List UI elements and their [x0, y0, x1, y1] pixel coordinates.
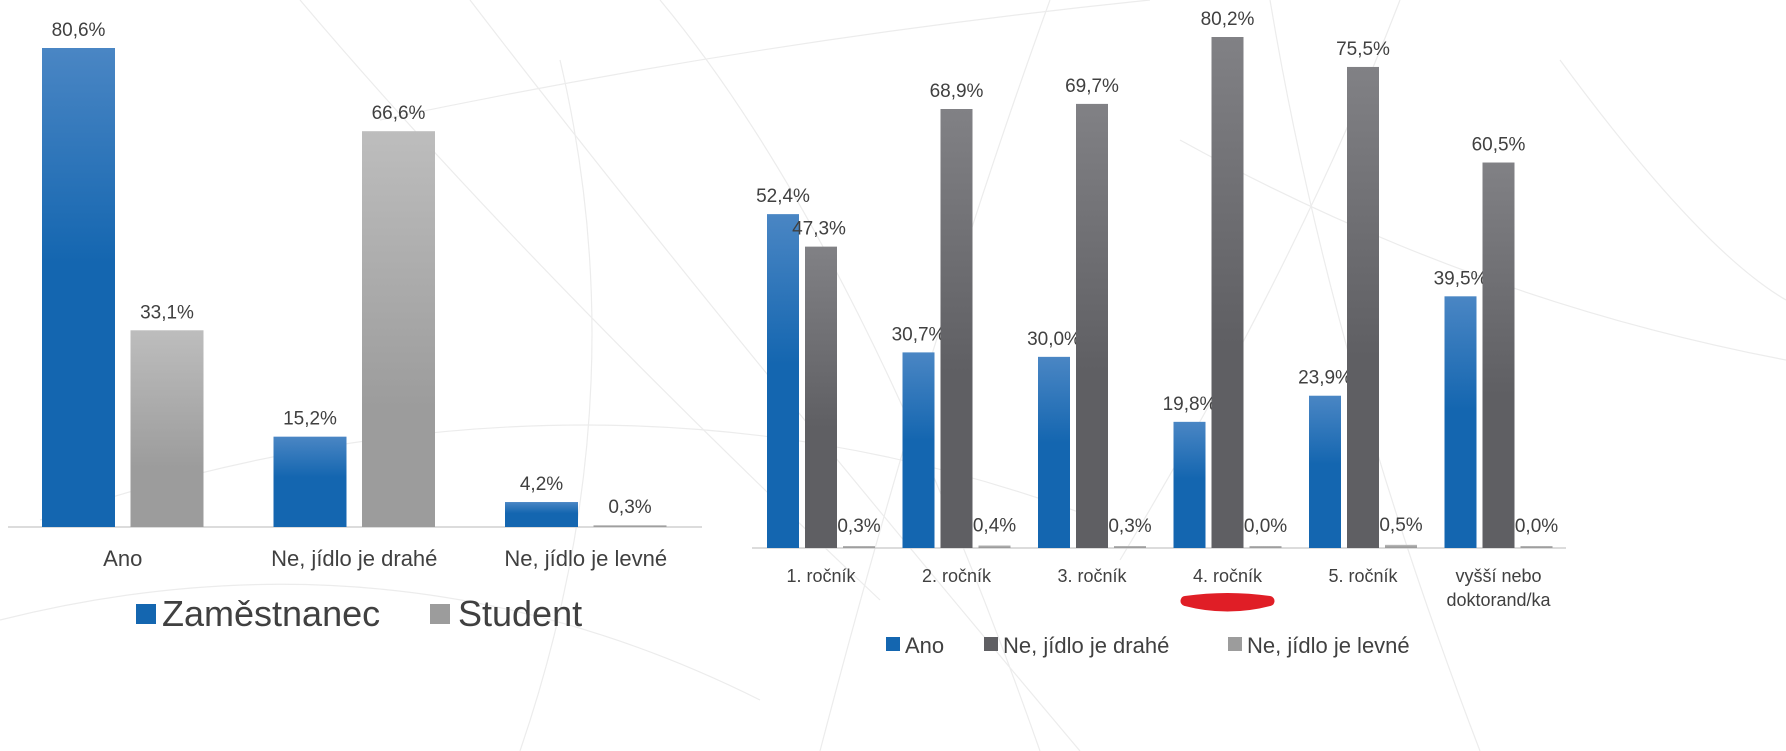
bar: [362, 131, 435, 527]
category-label: 4. ročník: [1193, 566, 1263, 586]
bar: [1211, 37, 1244, 548]
bar: [1444, 296, 1477, 548]
legend-swatch: [136, 604, 156, 624]
legend-label: Ano: [905, 633, 944, 658]
category-label: doktorand/ka: [1446, 590, 1551, 610]
bar: [1173, 421, 1206, 548]
data-label: 0,5%: [1379, 515, 1422, 536]
data-label: 15,2%: [283, 409, 337, 430]
bar: [1520, 546, 1553, 548]
bar: [42, 48, 115, 527]
category-label: vyšší nebo: [1455, 566, 1541, 586]
bar: [1309, 395, 1341, 548]
legend: Ano Ne, jídlo je drahé Ne, jídlo je levné: [886, 633, 1410, 658]
legend-swatch: [1228, 637, 1242, 651]
bar: [767, 214, 799, 548]
data-label: 23,9%: [1298, 368, 1352, 389]
legend-label: Ne, jídlo je drahé: [1003, 633, 1169, 658]
bar: [130, 330, 204, 527]
data-label: 30,7%: [892, 324, 946, 345]
data-label: 0,3%: [837, 516, 880, 537]
data-label: 75,5%: [1336, 39, 1390, 60]
data-label: 33,1%: [140, 302, 194, 323]
bar: [1038, 356, 1070, 548]
data-label: 0,0%: [1244, 516, 1287, 537]
legend-label: Zaměstnanec: [162, 593, 380, 634]
bar: [805, 246, 837, 548]
bar: [505, 502, 578, 527]
data-label: 80,2%: [1201, 9, 1255, 30]
legend-label: Student: [458, 593, 582, 634]
highlight-mark: [1180, 593, 1275, 612]
data-label: 80,6%: [52, 20, 106, 41]
category-label: 1. ročník: [786, 566, 856, 586]
data-label: 0,3%: [1108, 516, 1151, 537]
category-label: Ne, jídlo je drahé: [271, 546, 437, 571]
data-label: 0,4%: [973, 515, 1016, 536]
data-label: 66,6%: [372, 103, 426, 124]
data-label: 4,2%: [520, 474, 563, 495]
category-label: Ano: [103, 546, 142, 571]
data-label: 39,5%: [1434, 268, 1488, 289]
bar: [940, 108, 973, 549]
bar: [1482, 162, 1515, 548]
legend-label: Ne, jídlo je levné: [1247, 633, 1410, 658]
chart-by-year: 52,4% 47,3% 0,3% 1. ročník 30,7% 68,9% 0,4% 2. …: [752, 9, 1566, 658]
bar: [1347, 66, 1379, 548]
category-label: Ne, jídlo je levné: [504, 546, 667, 571]
bar: [1249, 546, 1282, 548]
data-label: 69,7%: [1065, 76, 1119, 97]
chart-employee-vs-student: 80,6% 33,1% Ano 15,2% 66,6% Ne, jídlo je drah…: [8, 20, 702, 634]
bar: [978, 545, 1011, 548]
data-label: 0,0%: [1515, 516, 1558, 537]
bar: [843, 546, 875, 548]
legend-swatch: [886, 637, 900, 651]
legend-swatch: [430, 604, 450, 624]
legend: Zaměstnanec Student: [136, 593, 582, 634]
data-label: 19,8%: [1163, 394, 1217, 415]
bar: [1385, 544, 1417, 548]
bar: [902, 352, 935, 548]
bar: [1076, 103, 1108, 549]
data-label: 30,0%: [1027, 329, 1081, 350]
data-label: 52,4%: [756, 186, 810, 207]
bar: [593, 525, 667, 527]
bar: [273, 436, 347, 527]
data-label: 0,3%: [608, 497, 651, 518]
category-label: 2. ročník: [922, 566, 992, 586]
category-label: 5. ročník: [1328, 566, 1398, 586]
bar: [1114, 546, 1146, 548]
data-label: 47,3%: [792, 219, 846, 240]
legend-swatch: [984, 637, 998, 651]
data-label: 68,9%: [930, 81, 984, 102]
category-label: 3. ročník: [1057, 566, 1127, 586]
data-label: 60,5%: [1472, 135, 1526, 156]
